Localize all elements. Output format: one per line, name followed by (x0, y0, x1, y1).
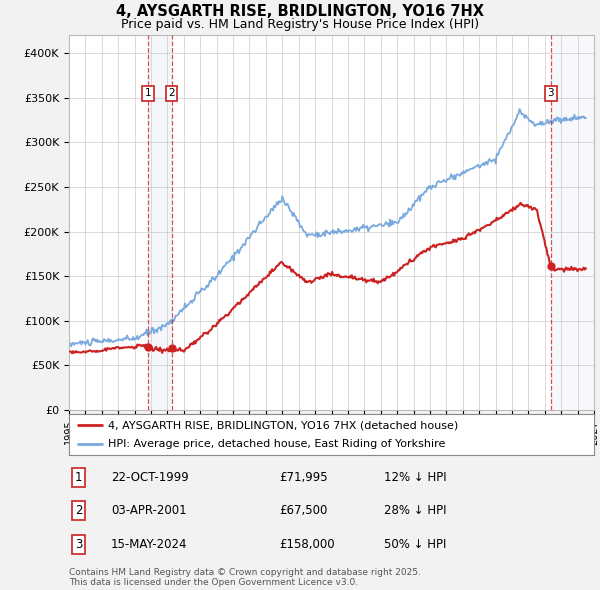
Text: Contains HM Land Registry data © Crown copyright and database right 2025.
This d: Contains HM Land Registry data © Crown c… (69, 568, 421, 587)
Text: 22-OCT-1999: 22-OCT-1999 (111, 471, 189, 484)
Text: 4, AYSGARTH RISE, BRIDLINGTON, YO16 7HX (detached house): 4, AYSGARTH RISE, BRIDLINGTON, YO16 7HX … (109, 420, 458, 430)
Text: 3: 3 (75, 538, 82, 551)
Text: £67,500: £67,500 (279, 504, 328, 517)
Text: HPI: Average price, detached house, East Riding of Yorkshire: HPI: Average price, detached house, East… (109, 440, 446, 450)
Text: 4, AYSGARTH RISE, BRIDLINGTON, YO16 7HX: 4, AYSGARTH RISE, BRIDLINGTON, YO16 7HX (116, 4, 484, 19)
Text: 50% ↓ HPI: 50% ↓ HPI (384, 538, 446, 551)
Text: £158,000: £158,000 (279, 538, 335, 551)
Text: 1: 1 (145, 88, 151, 99)
Text: 03-APR-2001: 03-APR-2001 (111, 504, 187, 517)
Text: 28% ↓ HPI: 28% ↓ HPI (384, 504, 446, 517)
Text: 3: 3 (548, 88, 554, 99)
Text: Price paid vs. HM Land Registry's House Price Index (HPI): Price paid vs. HM Land Registry's House … (121, 18, 479, 31)
Bar (551, 35, 594, 410)
Text: 2: 2 (75, 504, 82, 517)
Text: 15-MAY-2024: 15-MAY-2024 (111, 538, 187, 551)
Text: 12% ↓ HPI: 12% ↓ HPI (384, 471, 446, 484)
Text: 2: 2 (168, 88, 175, 99)
Text: £71,995: £71,995 (279, 471, 328, 484)
Text: 1: 1 (75, 471, 82, 484)
Bar (148, 35, 172, 410)
